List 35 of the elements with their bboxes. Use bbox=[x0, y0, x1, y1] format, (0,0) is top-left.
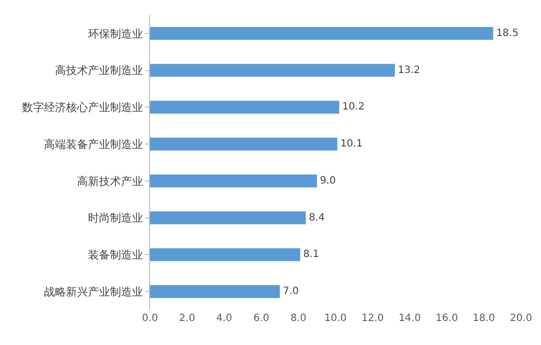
x-tick-label: 0.0 bbox=[142, 313, 158, 324]
x-tick-label: 18.0 bbox=[472, 313, 496, 324]
y-tick-label: 高端装备产业制造业 bbox=[44, 138, 143, 151]
bar bbox=[150, 285, 280, 298]
x-tick-label: 6.0 bbox=[253, 313, 270, 324]
y-tick-label: 战略新兴产业制造业 bbox=[44, 285, 143, 298]
y-tick-label: 装备制造业 bbox=[88, 248, 143, 262]
data-label: 8.1 bbox=[303, 249, 320, 260]
data-label: 18.5 bbox=[496, 28, 518, 39]
bar bbox=[150, 64, 395, 77]
data-label: 10.1 bbox=[340, 138, 363, 150]
x-tick-label: 2.0 bbox=[179, 313, 196, 324]
y-tick-label: 高新技术产业 bbox=[76, 174, 143, 188]
bar bbox=[150, 138, 338, 151]
y-tick-label: 环保制造业 bbox=[88, 27, 143, 40]
x-tick-label: 4.0 bbox=[216, 313, 232, 324]
y-tick-label: 数字经济核心产业制造业 bbox=[22, 101, 143, 114]
bar bbox=[150, 174, 317, 188]
x-tick-label: 10.0 bbox=[324, 313, 347, 324]
data-label: 8.4 bbox=[308, 212, 325, 224]
x-tick-label: 20.0 bbox=[510, 313, 532, 324]
data-label: 10.2 bbox=[342, 102, 364, 113]
bar bbox=[150, 211, 306, 224]
data-label: 9.0 bbox=[320, 175, 336, 186]
data-label: 7.0 bbox=[282, 286, 299, 298]
data-label: 13.2 bbox=[398, 64, 420, 76]
x-tick-label: 8.0 bbox=[290, 313, 306, 324]
x-tick-label: 14.0 bbox=[398, 313, 421, 324]
x-tick-label: 12.0 bbox=[361, 313, 384, 324]
y-tick-label: 高技术产业制造业 bbox=[54, 64, 143, 78]
y-tick-label: 时尚制造业 bbox=[88, 212, 143, 225]
bar bbox=[150, 100, 340, 114]
bar bbox=[150, 26, 494, 40]
bar bbox=[150, 248, 300, 262]
x-tick-label: 16.0 bbox=[436, 313, 458, 324]
